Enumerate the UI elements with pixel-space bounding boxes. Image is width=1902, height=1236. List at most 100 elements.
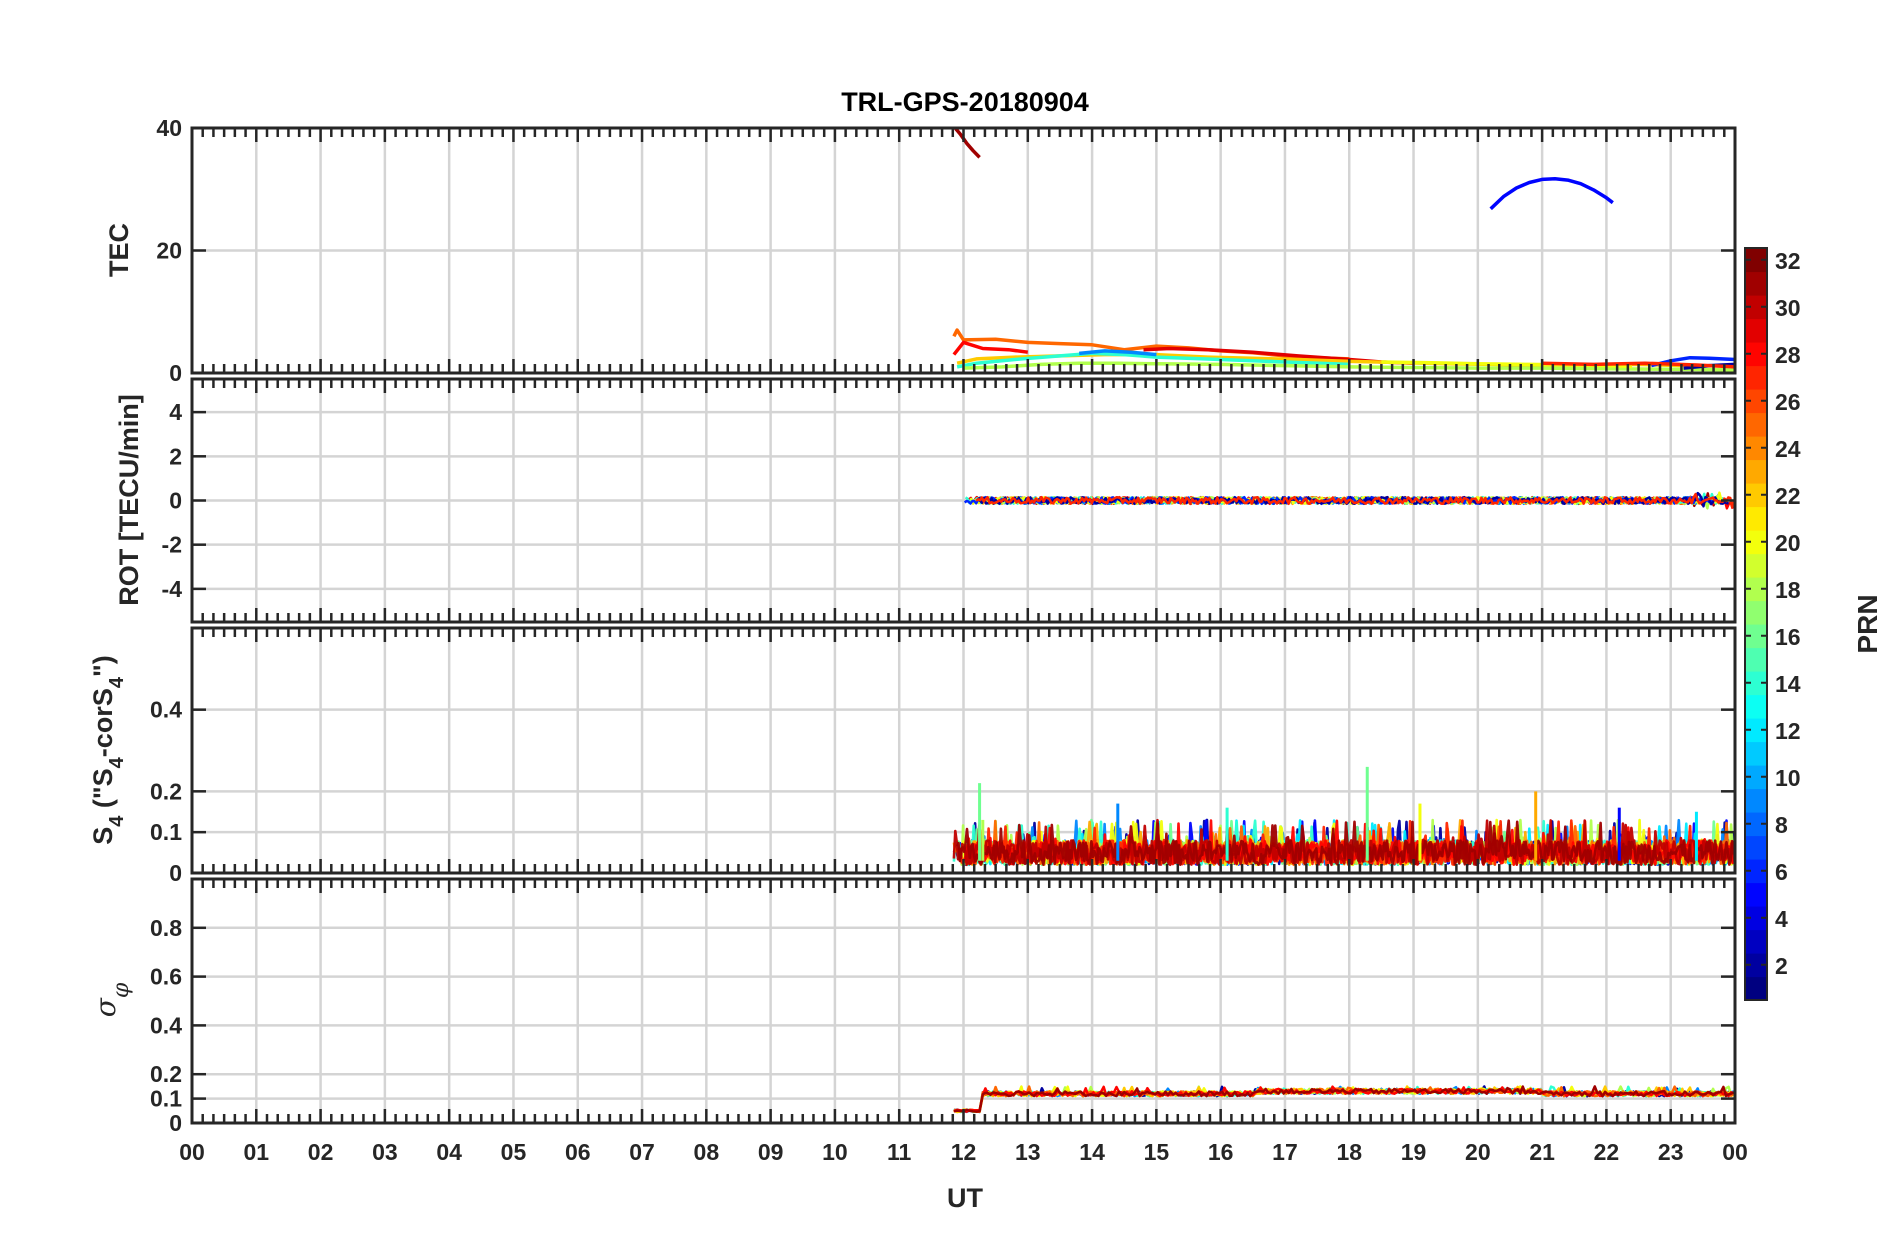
colorbar-tick-label: 24: [1775, 436, 1801, 462]
colorbar-tick-label: 22: [1775, 483, 1801, 509]
y-tick-label: -2: [162, 532, 182, 558]
y-tick-label: 0.1: [150, 819, 182, 845]
x-ticks: [190, 128, 1737, 373]
y-tick-label: 2: [169, 443, 182, 469]
panel-rot: -4 -2 0 2 4 ROT [TECU/min]: [114, 377, 1737, 624]
y-tick-labels: -4 -2 0 2 4: [162, 399, 183, 602]
x-tick-label: 02: [308, 1139, 334, 1165]
y-ticks: [192, 926, 1735, 1125]
colorbar-segment: [1745, 671, 1767, 696]
colorbar-segment: [1745, 788, 1767, 813]
colorbar-segment: [1745, 577, 1767, 602]
y-ticks: [192, 126, 1735, 375]
colorbar-segment: [1745, 859, 1767, 884]
x-tick-label: 13: [1015, 1139, 1041, 1165]
colorbar-segment: [1745, 765, 1767, 790]
s4-label-part: 4: [106, 676, 128, 688]
tec-line-prn-5: [1489, 177, 1614, 211]
y-tick-labels: 00.10.2 0.4 0.6 0.8: [150, 915, 182, 1136]
s4-label-part: 4: [106, 756, 128, 768]
colorbar-tick-label: 32: [1775, 248, 1801, 274]
colorbar-tick-label: 8: [1775, 812, 1788, 838]
colorbar-segment: [1745, 248, 1767, 273]
rot-line-prn-27: [975, 492, 1736, 509]
x-tick-label: 09: [758, 1139, 784, 1165]
x-tick-label: 18: [1336, 1139, 1362, 1165]
colorbar-tick-label: 10: [1775, 765, 1801, 791]
x-tick-label: 10: [822, 1139, 848, 1165]
sigma-symbol: σ: [89, 997, 122, 1017]
colorbar-tick-label: 20: [1775, 530, 1801, 556]
x-tick-label: 17: [1272, 1139, 1298, 1165]
colorbar-segment: [1745, 835, 1767, 860]
colorbar-segment: [1745, 976, 1767, 1001]
colorbar-segment: [1745, 694, 1767, 719]
x-tick-label: 19: [1401, 1139, 1427, 1165]
colorbar-segment: [1745, 929, 1767, 954]
data-rot: [963, 491, 1736, 510]
x-tick-label: 00: [179, 1139, 205, 1165]
y-tick-label: 0: [169, 360, 182, 386]
tec-line-prn-14: [956, 351, 1350, 369]
figure-title: TRL-GPS-20180904: [841, 87, 1089, 117]
phi-subscript: φ: [109, 982, 134, 998]
s4-label-part: 4: [106, 815, 128, 827]
panel-sigma_phi: 00.10.2 0.4 0.6 0.8 σφ 00 01 02 03 04 05 06 07 08 09 10…: [89, 877, 1748, 1165]
colorbar-segment: [1745, 342, 1767, 367]
colorbar-tick-label: 18: [1775, 577, 1801, 603]
y-tick-label: 0.6: [150, 964, 182, 990]
y-tick-label: 0.8: [150, 915, 182, 941]
y-axis-label-tec: TEC: [104, 223, 134, 277]
tec-line-prn-28: [952, 340, 1029, 356]
s4-label-part: ("S: [88, 768, 118, 815]
colorbar-tick-label: 6: [1775, 859, 1788, 885]
colorbar-tick-label: 12: [1775, 718, 1801, 744]
x-tick-label: 05: [501, 1139, 527, 1165]
x-tick-label: 15: [1144, 1139, 1170, 1165]
panel-tec: 0 20 40 TEC: [104, 115, 1737, 386]
y-tick-label: 40: [156, 115, 182, 141]
colorbar-segment: [1745, 741, 1767, 766]
y-tick-labels: 0 0.1 0.2 0.4: [150, 697, 182, 886]
sigma-line-prn-31: [953, 1085, 1735, 1113]
colorbar-tick-label: 2: [1775, 953, 1788, 979]
colorbar-segment: [1745, 389, 1767, 414]
y-tick-label: -4: [162, 576, 183, 602]
data-sigma_phi: [953, 1085, 1735, 1114]
y-tick-label: 0.4: [150, 1012, 182, 1038]
y-tick-label: 4: [169, 399, 182, 425]
y-tick-label: 0.2: [150, 778, 182, 804]
colorbar-label: PRN: [1852, 594, 1883, 653]
x-ticks: [190, 879, 1737, 1123]
data-s4: [952, 766, 1737, 867]
panel-s4: 00.10.20.4S4 ("S4-corS4"): [88, 626, 1737, 886]
colorbar-segment: [1745, 459, 1767, 484]
y-tick-label: 0: [169, 860, 182, 886]
colorbar-frame: [1744, 247, 1768, 1001]
x-ticks: [190, 379, 1737, 622]
colorbar-segment: [1745, 600, 1767, 625]
x-tick-label: 12: [951, 1139, 977, 1165]
x-ticks: [190, 628, 1737, 873]
x-tick-label: 22: [1594, 1139, 1620, 1165]
x-tick-label: 01: [243, 1139, 269, 1165]
y-tick-label: 20: [156, 238, 182, 264]
colorbar-segment: [1745, 882, 1767, 907]
x-tick-label: 06: [565, 1139, 591, 1165]
colorbar-segment: [1745, 953, 1767, 978]
s4-label-part: "): [88, 655, 118, 677]
colorbar-tick-label: 16: [1775, 624, 1801, 650]
colorbar-tick-label: 4: [1775, 906, 1788, 932]
y-tick-label: 0.1: [150, 1086, 182, 1112]
colorbar-segment: [1745, 295, 1767, 320]
s4-line-prn-31: [955, 819, 1735, 867]
y-tick-label: 0: [169, 1110, 182, 1136]
x-tick-label: 00: [1722, 1139, 1748, 1165]
colorbar-segment: [1745, 412, 1767, 437]
tec-line-prn-9: [1079, 349, 1157, 357]
colorbar-segment: [1745, 506, 1767, 531]
x-tick-labels: 00 01 02 03 04 05 06 07 08 09 10 11 12 13 14 15 16 17 18 19…: [179, 1139, 1748, 1165]
colorbar-segment: [1745, 436, 1767, 461]
